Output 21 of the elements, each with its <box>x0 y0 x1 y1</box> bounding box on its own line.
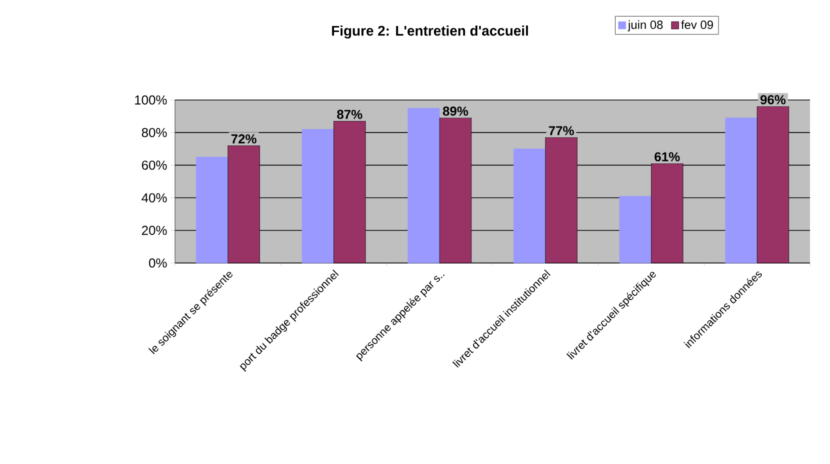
data-label: 96% <box>760 95 786 104</box>
data-label: 89% <box>442 106 468 116</box>
data-label: 61% <box>654 152 680 162</box>
bar <box>619 196 652 264</box>
y-tick-label: 0% <box>149 258 167 268</box>
bar <box>302 129 334 264</box>
data-label: 87% <box>337 110 362 119</box>
y-tick-label: 100% <box>135 95 167 105</box>
y-tick-label: 80% <box>142 128 167 138</box>
chart-title: Figure 2: L'entretien d'accueil <box>332 25 528 39</box>
bar <box>725 118 758 264</box>
data-label: 77% <box>548 126 574 136</box>
data-label: 72% <box>231 134 256 144</box>
y-tick-label: 60% <box>142 160 167 170</box>
y-tick-label: 40% <box>142 193 167 202</box>
bar <box>513 148 546 264</box>
legend-label: fev 09 <box>681 20 713 29</box>
legend-label: juin 08 <box>628 20 663 32</box>
y-tick-label: 20% <box>142 226 167 235</box>
bar <box>408 108 440 264</box>
bar <box>196 156 228 264</box>
